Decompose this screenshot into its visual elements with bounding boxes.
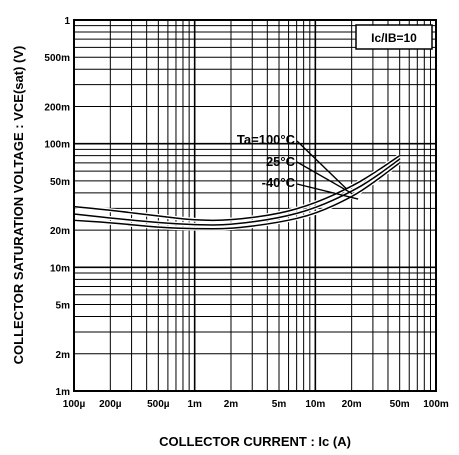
leader-line-2: [296, 183, 359, 200]
y-tick-label: 5m: [56, 301, 71, 312]
x-tick-label: 100m: [423, 399, 449, 410]
y-tick-label: 200m: [44, 102, 70, 113]
curve-layer: [73, 153, 401, 231]
x-tick-label: 50m: [390, 399, 410, 410]
y-tick-label: 50m: [50, 177, 70, 188]
leader-line-0: [296, 140, 347, 190]
x-tick-label: 20m: [342, 399, 362, 410]
y-tick-label: 20m: [50, 226, 70, 237]
series-label-25c: 25°C: [266, 154, 296, 169]
condition-label: Ic/IB=10: [371, 31, 417, 45]
x-tick-label: 10m: [305, 399, 325, 410]
series-label-100c: Ta=100°C: [237, 132, 296, 147]
y-tick-label: 500m: [44, 53, 70, 64]
y-tick-label: 1m: [56, 387, 71, 398]
x-tick-label: 500µ: [147, 399, 170, 410]
x-axis-title: COLLECTOR CURRENT : Ic (A): [159, 434, 351, 449]
series-line-0: [73, 155, 401, 222]
label-leader-lines: [296, 140, 359, 200]
x-tick-label: 100µ: [63, 399, 86, 410]
series-casing: [73, 153, 401, 223]
y-tick-label: 100m: [44, 140, 70, 151]
series-line-1: [73, 158, 401, 226]
plot-frame: [73, 19, 437, 392]
y-tick-label: 2m: [56, 350, 71, 361]
x-tick-label: 200µ: [99, 399, 122, 410]
y-tick-label: 1: [64, 16, 70, 27]
y-tick-labels: 1 500m 200m 100m 50m 20m 10m 5m 2m 1m: [44, 16, 70, 398]
x-tick-label: 2m: [224, 399, 239, 410]
grid-layer: [73, 20, 436, 392]
y-tick-label: 10m: [50, 263, 70, 274]
condition-label-box: [355, 24, 433, 50]
series-line-2: [73, 162, 401, 230]
series-label-minus40c: -40°C: [262, 175, 296, 190]
x-tick-label: 5m: [272, 399, 287, 410]
y-axis-title: COLLECTOR SATURATION VOLTAGE : VCE(sat) …: [11, 46, 26, 365]
x-tick-labels: 100µ 200µ 500µ 1m 2m 5m 10m 20m 50m 100m: [63, 399, 449, 410]
leader-line-1: [296, 161, 353, 195]
x-tick-label: 1m: [187, 399, 202, 410]
